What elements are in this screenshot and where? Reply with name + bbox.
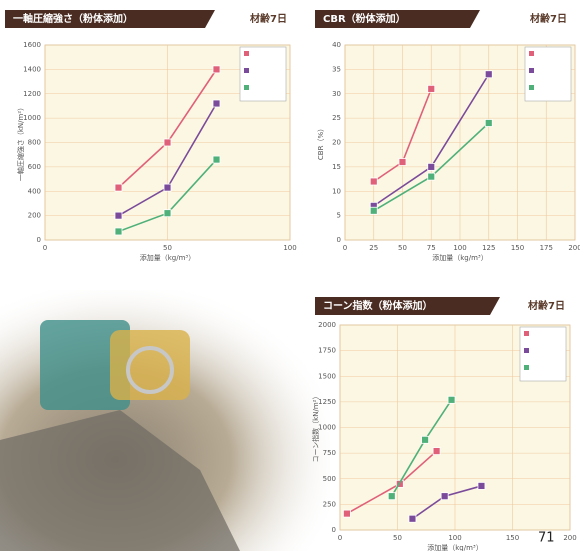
x-tick-label: 0 (343, 244, 347, 252)
x-axis-label: 添加量（kg/m³） (427, 543, 482, 551)
age-badge: 材齢7日 (250, 12, 287, 25)
data-point (408, 514, 417, 523)
y-tick-label: 250 (323, 500, 336, 508)
y-tick-label: 5 (337, 212, 341, 220)
x-axis-label: 添加量（kg/m³） (140, 253, 195, 262)
title-bar (5, 10, 215, 28)
y-tick-label: 750 (323, 449, 336, 457)
chart-title: CBR（粉体添加） (323, 12, 406, 25)
page-number: 71 (538, 531, 555, 546)
data-point (427, 162, 436, 171)
y-tick-label: 15 (332, 163, 341, 171)
title-bar (315, 297, 500, 315)
legend-marker (244, 51, 249, 56)
data-point (398, 158, 407, 166)
photo-background (0, 290, 330, 551)
chart-title: 一軸圧縮強さ（粉体添加） (13, 12, 133, 25)
x-tick-label: 200 (568, 244, 580, 252)
chart-title: コーン指数（粉体添加） (323, 299, 433, 312)
y-tick-label: 40 (332, 41, 341, 49)
y-tick-label: 800 (28, 139, 41, 147)
y-tick-label: 2000 (318, 321, 336, 329)
x-tick-label: 100 (283, 244, 296, 252)
x-tick-label: 125 (482, 244, 495, 252)
y-tick-label: 600 (28, 163, 41, 171)
x-tick-label: 150 (506, 534, 519, 542)
x-tick-label: 50 (393, 534, 402, 542)
legend-marker (244, 68, 249, 73)
data-point (421, 435, 430, 444)
legend-marker (529, 51, 534, 56)
legend-marker (524, 331, 529, 336)
x-tick-label: 50 (398, 244, 407, 252)
title-bar (315, 10, 480, 28)
x-tick-label: 50 (163, 244, 172, 252)
legend-marker (524, 365, 529, 370)
x-tick-label: 25 (369, 244, 378, 252)
data-point (212, 155, 221, 164)
y-tick-label: 1200 (23, 90, 41, 98)
y-axis-label: CBR（%） (317, 125, 325, 160)
y-axis-label: 一軸圧縮強さ（kN/m²） (16, 104, 25, 181)
y-tick-label: 1000 (23, 114, 41, 122)
legend-marker (529, 85, 534, 90)
data-point (369, 177, 378, 186)
data-point (440, 492, 449, 501)
y-tick-label: 500 (323, 475, 336, 483)
y-axis-label: コーン指数（kN/m²） (311, 393, 320, 463)
data-point (387, 492, 396, 501)
y-tick-label: 10 (332, 187, 341, 195)
y-tick-label: 0 (337, 236, 341, 244)
x-tick-label: 0 (43, 244, 47, 252)
data-point (427, 172, 436, 181)
x-tick-label: 175 (540, 244, 553, 252)
data-point (114, 211, 123, 220)
age-badge: 材齢7日 (528, 299, 565, 312)
x-axis-label: 添加量（kg/m³） (432, 253, 487, 262)
legend-marker (244, 85, 249, 90)
y-tick-label: 1600 (23, 41, 41, 49)
data-point (342, 509, 351, 518)
y-tick-label: 0 (37, 236, 41, 244)
data-point (212, 99, 221, 108)
x-tick-label: 100 (453, 244, 466, 252)
legend-marker (529, 68, 534, 73)
data-point (447, 395, 456, 404)
y-tick-label: 35 (332, 65, 341, 73)
data-point (114, 183, 123, 192)
x-tick-label: 100 (448, 534, 461, 542)
data-point (163, 183, 172, 192)
data-point (114, 227, 123, 236)
y-tick-label: 1400 (23, 65, 41, 73)
x-tick-label: 200 (563, 534, 576, 542)
y-tick-label: 200 (28, 212, 41, 220)
data-point (212, 65, 221, 74)
x-tick-label: 150 (511, 244, 524, 252)
y-tick-label: 25 (332, 114, 341, 122)
x-tick-label: 75 (427, 244, 436, 252)
y-tick-label: 20 (332, 139, 341, 147)
y-tick-label: 1500 (318, 372, 336, 380)
y-tick-label: 0 (332, 526, 336, 534)
y-tick-label: 1000 (318, 424, 336, 432)
data-point (484, 119, 493, 127)
y-tick-label: 30 (332, 90, 341, 98)
data-point (477, 482, 486, 490)
x-tick-label: 0 (338, 534, 342, 542)
data-point (484, 70, 493, 79)
y-tick-label: 1250 (318, 398, 336, 406)
data-point (163, 209, 172, 218)
y-tick-label: 400 (28, 187, 41, 195)
y-tick-label: 1750 (318, 347, 336, 355)
age-badge: 材齢7日 (530, 12, 567, 25)
data-point (369, 206, 378, 215)
data-point (427, 84, 436, 93)
data-point (432, 447, 441, 455)
data-point (163, 138, 172, 147)
legend-marker (524, 348, 529, 353)
